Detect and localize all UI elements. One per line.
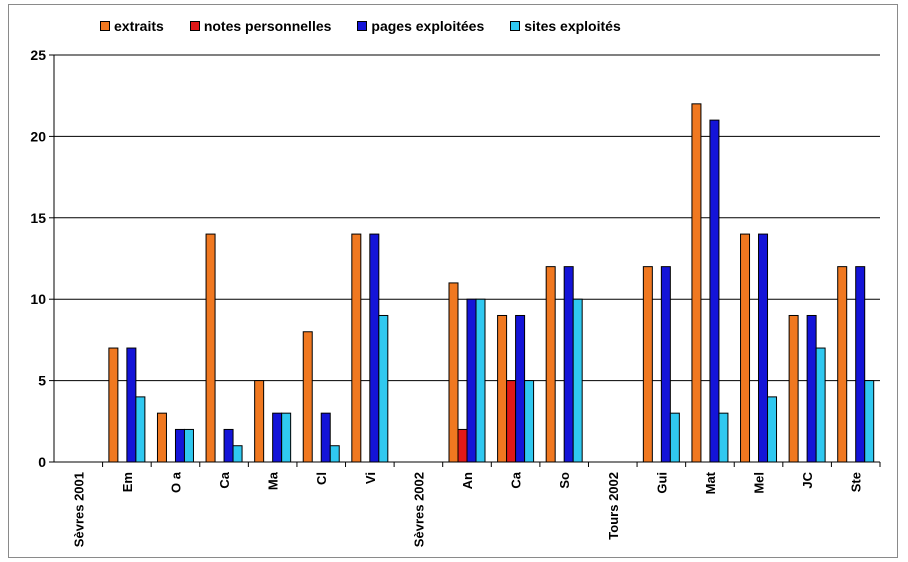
x-tick-label: Tours 2002 — [606, 472, 621, 540]
bar-extraits-15 — [788, 314, 799, 463]
bar-sites-exploités-5 — [329, 445, 340, 463]
x-tick-label: Cl — [314, 472, 329, 485]
bar-sites-exploités-16 — [864, 380, 875, 463]
x-tick-label: Em — [120, 472, 135, 492]
legend-label-pages: pages exploitées — [371, 18, 485, 34]
bar-pages-exploitées-8 — [466, 298, 477, 463]
bar-extraits-16 — [837, 266, 848, 463]
bar-extraits-13 — [691, 103, 702, 463]
bar-extraits-3 — [205, 233, 216, 463]
bar-extraits-10 — [545, 266, 556, 463]
bar-pages-exploitées-12 — [660, 266, 671, 463]
bar-sites-exploités-3 — [232, 445, 243, 463]
bar-pages-exploitées-6 — [369, 233, 380, 463]
x-tick-label: So — [557, 472, 572, 489]
bar-sites-exploités-6 — [378, 314, 389, 463]
bar-sites-exploités-9 — [524, 380, 535, 463]
legend-swatch-notes — [189, 21, 200, 31]
bar-sites-exploités-2 — [183, 428, 194, 463]
bar-sites-exploités-10 — [572, 298, 583, 463]
x-tick-label: Sèvres 2002 — [411, 472, 426, 547]
x-tick-label: Sèvres 2001 — [71, 472, 86, 547]
x-tick-label: O a — [168, 471, 183, 493]
legend-label-notes: notes personnelles — [203, 18, 332, 34]
bar-pages-exploitées-14 — [758, 233, 769, 463]
x-tick-label: Mel — [752, 472, 767, 494]
bar-extraits-1 — [108, 347, 119, 463]
bar-extraits-12 — [642, 266, 653, 463]
bar-extraits-2 — [156, 412, 167, 463]
legend-swatch-pages — [357, 21, 368, 31]
bar-pages-exploitées-15 — [806, 314, 817, 463]
y-tick-label: 10 — [30, 291, 46, 307]
bar-pages-exploitées-2 — [174, 428, 185, 463]
y-tick-label: 15 — [30, 210, 46, 226]
tick-labels: 0 5 10 15 20 25 Sèvres 2001 Em O a Ca Ma Cl Vi Sèvres… — [30, 47, 863, 547]
y-tick-label: 20 — [30, 128, 46, 144]
bar-sites-exploités-1 — [135, 396, 146, 463]
bar-extraits-8 — [448, 282, 459, 463]
x-tick-label: Ste — [849, 472, 864, 492]
bar-extraits-6 — [351, 233, 362, 463]
bar-pages-exploitées-1 — [126, 347, 137, 463]
x-tick-label: JC — [800, 471, 815, 488]
bar-pages-exploitées-16 — [855, 266, 866, 463]
legend-item-extraits: extraits — [100, 18, 164, 34]
bar-pages-exploitées-10 — [563, 266, 574, 463]
x-tick-label: Ca — [217, 471, 232, 488]
legend-item-pages: pages exploitées — [357, 18, 484, 34]
bar-pages-exploitées-9 — [515, 314, 526, 463]
bar-pages-exploitées-5 — [320, 412, 331, 463]
legend-label-extraits: extraits — [114, 18, 164, 34]
bars — [108, 103, 875, 463]
legend-swatch-extraits — [100, 21, 110, 31]
axes — [49, 54, 881, 467]
bar-extraits-5 — [302, 331, 313, 463]
bar-sites-exploités-14 — [767, 396, 778, 463]
x-tick-label: An — [460, 472, 475, 489]
x-tick-label: Mat — [703, 471, 718, 494]
bar-sites-exploités-8 — [475, 298, 486, 463]
bar-pages-exploitées-13 — [709, 119, 720, 463]
bar-extraits-4 — [254, 380, 265, 463]
x-tick-label: Ma — [266, 471, 281, 490]
x-tick-label: Vi — [363, 472, 378, 484]
legend-item-sites: sites exploités — [510, 18, 621, 34]
bar-sites-exploités-15 — [815, 347, 826, 463]
bar-sites-exploités-4 — [281, 412, 292, 463]
legend-swatch-sites — [510, 21, 521, 31]
y-tick-label: 0 — [38, 454, 46, 470]
legend: extraits notes personnelles pages exploi… — [100, 14, 621, 38]
legend-label-sites: sites exploités — [524, 18, 621, 34]
bar-extraits-9 — [497, 314, 508, 463]
bar-notes-personnelles-8 — [457, 428, 468, 463]
bar-notes-personnelles-9 — [506, 380, 517, 463]
legend-item-notes: notes personnelles — [189, 18, 332, 34]
x-tick-label: Gui — [654, 472, 669, 494]
y-tick-label: 25 — [30, 47, 46, 63]
bar-sites-exploités-13 — [718, 412, 729, 463]
bar-sites-exploités-12 — [669, 412, 680, 463]
y-tick-label: 5 — [38, 373, 46, 389]
bar-pages-exploitées-3 — [223, 428, 234, 463]
x-tick-label: Ca — [509, 471, 524, 488]
bar-extraits-14 — [740, 233, 751, 463]
bar-pages-exploitées-4 — [272, 412, 283, 463]
